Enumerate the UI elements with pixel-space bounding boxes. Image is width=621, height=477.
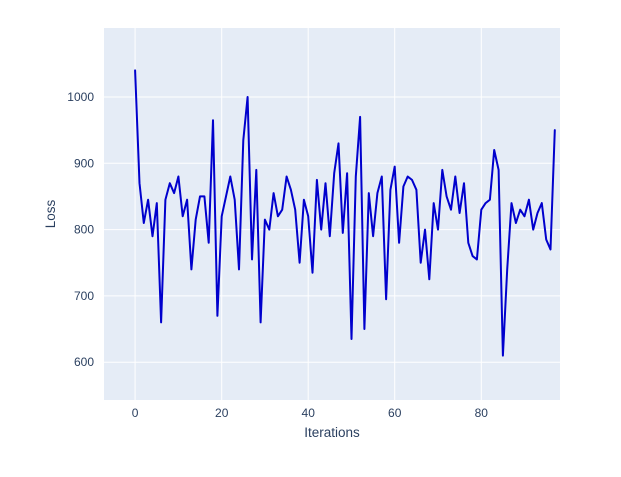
y-tick-label: 700 xyxy=(74,289,94,303)
loss-line xyxy=(134,69,556,357)
line-layer xyxy=(134,69,556,357)
x-axis-title: Iterations xyxy=(304,425,360,440)
x-tick-label: 40 xyxy=(302,406,316,420)
y-axis-title: Loss xyxy=(43,199,58,228)
x-tick-label: 80 xyxy=(475,406,489,420)
x-tick-label: 60 xyxy=(388,406,402,420)
y-tick-label: 900 xyxy=(74,156,94,170)
tick-layer: 600 700 800 900 1000 0 20 40 60 80 xyxy=(67,90,488,420)
x-tick-label: 0 xyxy=(132,406,139,420)
y-tick-label: 1000 xyxy=(67,90,94,104)
x-tick-label: 20 xyxy=(215,406,229,420)
y-tick-label: 600 xyxy=(74,355,94,369)
y-tick-label: 800 xyxy=(74,223,94,237)
